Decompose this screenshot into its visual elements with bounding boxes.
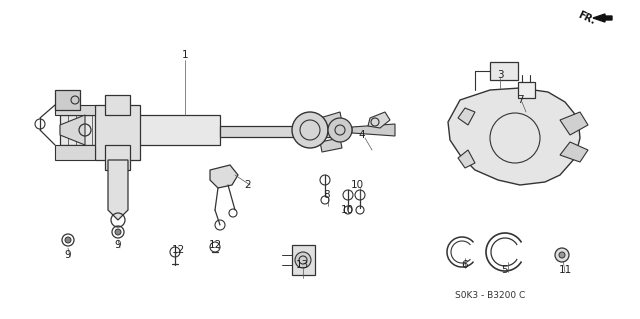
Text: 4: 4 bbox=[358, 130, 365, 140]
Circle shape bbox=[295, 252, 311, 268]
Text: 5: 5 bbox=[502, 265, 508, 275]
Polygon shape bbox=[55, 90, 80, 110]
Polygon shape bbox=[105, 145, 130, 170]
Polygon shape bbox=[210, 165, 238, 188]
Circle shape bbox=[65, 237, 71, 243]
Circle shape bbox=[115, 229, 121, 235]
Text: 9: 9 bbox=[65, 250, 71, 260]
Polygon shape bbox=[292, 245, 315, 275]
Polygon shape bbox=[55, 145, 95, 160]
Circle shape bbox=[559, 252, 565, 258]
Text: 9: 9 bbox=[115, 240, 122, 250]
Text: 13: 13 bbox=[296, 260, 308, 270]
Polygon shape bbox=[448, 88, 580, 185]
Polygon shape bbox=[60, 115, 85, 145]
Polygon shape bbox=[368, 112, 390, 128]
Polygon shape bbox=[518, 82, 535, 98]
Text: 12: 12 bbox=[209, 240, 221, 250]
Text: 1: 1 bbox=[182, 50, 188, 60]
Polygon shape bbox=[490, 62, 518, 80]
Text: 11: 11 bbox=[558, 265, 572, 275]
Text: 7: 7 bbox=[516, 95, 524, 105]
Text: 12: 12 bbox=[172, 245, 184, 255]
Polygon shape bbox=[320, 112, 342, 128]
Polygon shape bbox=[320, 138, 342, 152]
Circle shape bbox=[292, 112, 328, 148]
Text: 10: 10 bbox=[340, 205, 353, 215]
Text: 2: 2 bbox=[244, 180, 252, 190]
Text: 10: 10 bbox=[351, 180, 364, 190]
Circle shape bbox=[555, 248, 569, 262]
Text: 3: 3 bbox=[497, 70, 503, 80]
Text: 8: 8 bbox=[324, 190, 330, 200]
Polygon shape bbox=[60, 115, 220, 145]
Text: 6: 6 bbox=[461, 260, 468, 270]
Polygon shape bbox=[108, 160, 128, 220]
Polygon shape bbox=[352, 124, 395, 136]
Polygon shape bbox=[560, 142, 588, 162]
Circle shape bbox=[328, 118, 352, 142]
Polygon shape bbox=[105, 95, 130, 115]
Polygon shape bbox=[220, 126, 340, 137]
Text: FR.: FR. bbox=[577, 10, 597, 26]
Polygon shape bbox=[593, 14, 612, 22]
Polygon shape bbox=[560, 112, 588, 135]
Polygon shape bbox=[458, 150, 475, 168]
Polygon shape bbox=[55, 105, 95, 115]
Polygon shape bbox=[95, 105, 140, 160]
Text: S0K3 - B3200 C: S0K3 - B3200 C bbox=[455, 291, 525, 300]
Polygon shape bbox=[458, 108, 475, 125]
